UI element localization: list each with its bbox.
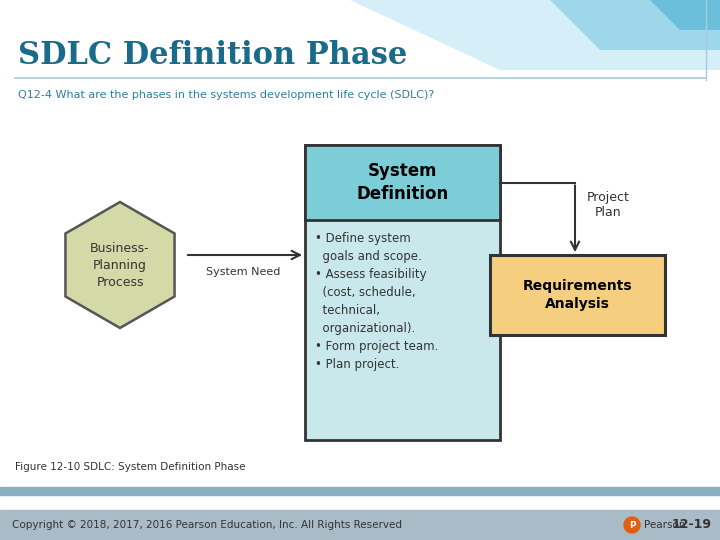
Bar [490, 255, 665, 335]
Bar [0, 510, 720, 540]
Text: 12-19: 12-19 [672, 518, 712, 531]
Text: System Need: System Need [206, 267, 280, 277]
Bar [305, 145, 500, 440]
Text: Requirements
Analysis: Requirements Analysis [523, 279, 632, 311]
Circle shape [624, 517, 640, 533]
Bar [305, 145, 500, 220]
Text: SDLC Definition Phase: SDLC Definition Phase [18, 39, 408, 71]
Text: P: P [629, 521, 635, 530]
Polygon shape [66, 202, 174, 328]
Bar [0, 487, 720, 495]
Text: Business-
Planning
Process: Business- Planning Process [90, 241, 150, 288]
Text: Project
Plan: Project Plan [587, 191, 630, 219]
Text: Figure 12-10 SDLC: System Definition Phase: Figure 12-10 SDLC: System Definition Pha… [15, 462, 246, 472]
Text: Q12-4 What are the phases in the systems development life cycle (SDLC)?: Q12-4 What are the phases in the systems… [18, 90, 434, 100]
Polygon shape [650, 0, 720, 30]
Polygon shape [550, 0, 720, 50]
Polygon shape [350, 0, 720, 70]
Text: • Define system
  goals and scope.
• Assess feasibility
  (cost, schedule,
  tec: • Define system goals and scope. • Asses… [315, 232, 438, 371]
Text: Copyright © 2018, 2017, 2016 Pearson Education, Inc. All Rights Reserved: Copyright © 2018, 2017, 2016 Pearson Edu… [12, 520, 402, 530]
Text: System
Definition: System Definition [356, 163, 449, 202]
Text: Pearson: Pearson [644, 520, 685, 530]
